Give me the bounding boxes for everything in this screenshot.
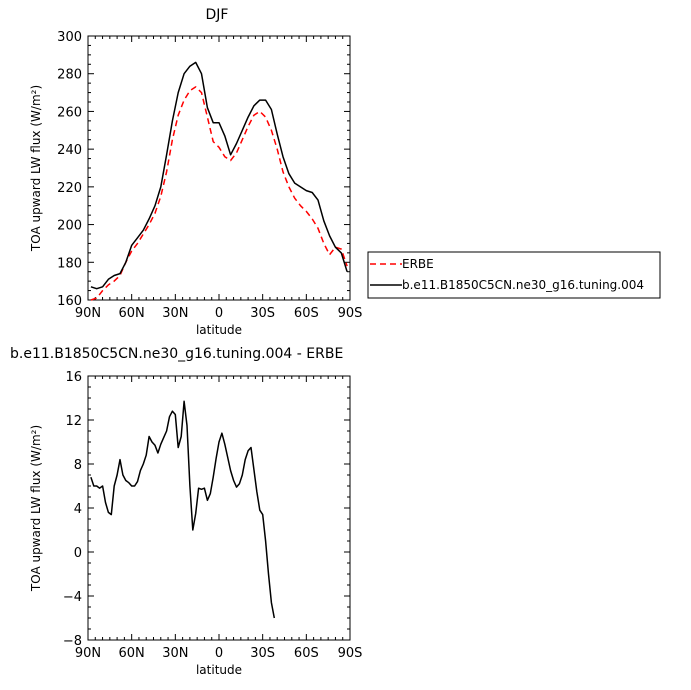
series-line-difference [90,400,276,619]
y-tick-label: −8 [63,634,82,649]
plot-frame [87,375,351,641]
x-axis-label: latitude [196,323,242,337]
y-axis-label: TOA upward LW flux (W/m²) [29,85,43,252]
y-tick-label: 300 [57,30,82,45]
y-tick-label: 180 [57,256,82,271]
chart-title: DJF [206,7,229,23]
x-tick-label: 90S [338,646,363,661]
legend-label-model: b.e11.B1850C5CN.ne30_g16.tuning.004 [402,278,644,292]
chart-title: b.e11.B1850C5CN.ne30_g16.tuning.004 - ER… [10,346,343,362]
x-axis-label: latitude [196,663,242,677]
y-tick-label: 200 [57,219,82,234]
x-tick-label: 30N [162,306,188,321]
x-tick-label: 90N [75,306,101,321]
series-line-erbe [90,86,348,301]
x-tick-label: 60N [119,306,145,321]
y-tick-label: 160 [57,294,82,309]
legend-box [367,251,661,299]
x-tick-label: 30N [162,646,188,661]
legend: ERBE b.e11.B1850C5CN.ne30_g16.tuning.004 [367,251,661,299]
x-tick-label: 0 [215,646,223,661]
x-tick-label: 30S [250,646,275,661]
x-tick-label: 90S [338,306,363,321]
y-axis-label: TOA upward LW flux (W/m²) [29,425,43,592]
y-tick-label: 220 [57,181,82,196]
y-tick-label: 16 [65,370,82,385]
legend-label-erbe: ERBE [402,257,434,271]
x-tick-label: 60S [294,306,319,321]
y-tick-label: 4 [74,502,82,517]
y-tick-label: −4 [63,590,82,605]
y-tick-label: 240 [57,143,82,158]
y-tick-label: 12 [65,414,82,429]
x-tick-label: 30S [250,306,275,321]
x-tick-label: 60S [294,646,319,661]
top-chart-panel: DJF 90N 60N 30N 0 30S 60S 90S 160 180 200 220 240 260… [29,7,362,337]
y-tick-label: 280 [57,68,82,83]
x-tick-label: 60N [119,646,145,661]
y-tick-label: 260 [57,105,82,120]
y-tick-label: 8 [74,458,82,473]
x-tick-label: 90N [75,646,101,661]
x-tick-label: 0 [215,306,223,321]
series-line-b-e11-b1850c5cn-ne30-g16-tuning-004 [90,61,348,290]
bottom-chart-panel: b.e11.B1850C5CN.ne30_g16.tuning.004 - ER… [10,346,362,677]
y-tick-label: 0 [74,546,82,561]
